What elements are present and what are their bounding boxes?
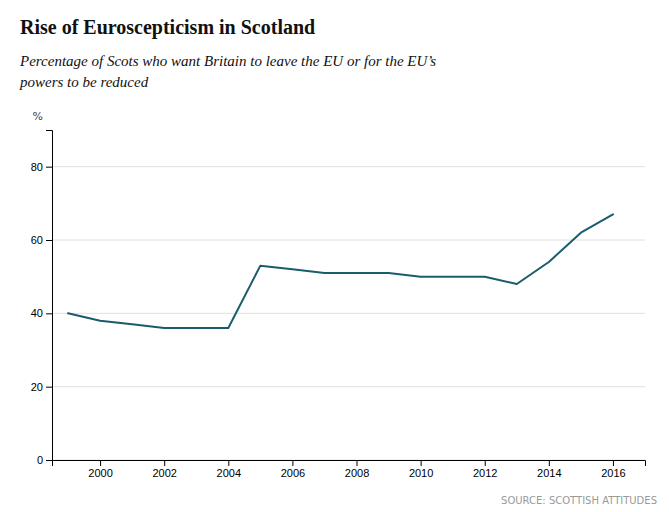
x-axis: 2000 2002 2004 2006 2008 2010 2012 2014 2016 — [53, 460, 646, 479]
x-tick: 2008 — [345, 460, 369, 479]
x-tick-mark — [613, 460, 614, 466]
y-tick-label: 20 — [31, 381, 43, 393]
x-tick-mark — [100, 460, 101, 466]
x-tick-mark — [485, 460, 486, 466]
y-tick-label: 40 — [31, 307, 43, 319]
x-tick-label: 2002 — [152, 467, 176, 479]
y-tick-mark — [46, 460, 52, 461]
y-tick-mark — [46, 387, 52, 388]
y-tick: 40 — [31, 307, 52, 319]
x-tick-mark — [549, 460, 550, 466]
grid-line — [52, 313, 645, 314]
y-tick-label: 80 — [31, 161, 43, 173]
x-tick: 2002 — [152, 460, 176, 479]
x-tick: 2016 — [601, 460, 625, 479]
y-tick-label: 0 — [37, 454, 43, 466]
grid-line — [52, 386, 645, 387]
grid-line — [52, 240, 645, 241]
x-tick: 2004 — [217, 460, 241, 479]
x-tick-label: 2008 — [345, 467, 369, 479]
y-tick: 0 — [37, 454, 52, 466]
line — [68, 214, 613, 328]
subtitle: Percentage of Scots who want Britain to … — [19, 53, 436, 90]
x-tick: 2014 — [537, 460, 561, 479]
x-tick: 2012 — [473, 460, 497, 479]
y-tick: 60 — [31, 234, 52, 246]
grid-line — [52, 166, 645, 167]
y-tick-label: 60 — [31, 234, 43, 246]
x-tick-mark — [421, 460, 422, 466]
x-tick-label: 2004 — [217, 467, 241, 479]
x-tick-label: 2006 — [281, 467, 305, 479]
y-tick: 80 — [31, 161, 52, 173]
x-tick-mark — [164, 460, 165, 466]
x-tick-mark — [292, 460, 293, 466]
x-tick: 2000 — [88, 460, 112, 479]
x-tick-mark — [228, 460, 229, 466]
x-tick-label: 2014 — [537, 467, 561, 479]
title: Rise of Euroscepticism in Scotland — [20, 16, 315, 39]
x-axis-line — [53, 461, 646, 467]
plot: 2000 2002 2004 2006 2008 2010 2012 2014 2016 0 20 4… — [31, 110, 646, 479]
y-tick-mark — [46, 313, 52, 314]
y-label: % — [33, 110, 43, 123]
y-axis: 0 20 40 60 80 — [31, 131, 53, 467]
y-tick-mark — [46, 167, 52, 168]
x-tick-label: 2012 — [473, 467, 497, 479]
y-tick: 20 — [31, 381, 52, 393]
y-axis-line — [46, 131, 53, 461]
x-tick: 2006 — [281, 460, 305, 479]
x-tick-label: 2010 — [409, 467, 433, 479]
marks — [68, 214, 613, 328]
source: SOURCE: SCOTTISH ATTITUDES — [501, 495, 657, 506]
x-tick: 2010 — [409, 460, 433, 479]
x-tick-mark — [357, 460, 358, 466]
grid — [52, 167, 645, 460]
x-tick-label: 2016 — [601, 467, 625, 479]
x-tick-label: 2000 — [88, 467, 112, 479]
y-tick-mark — [46, 240, 52, 241]
chart: Rise of Euroscepticism in Scotland Percen… — [0, 0, 669, 512]
